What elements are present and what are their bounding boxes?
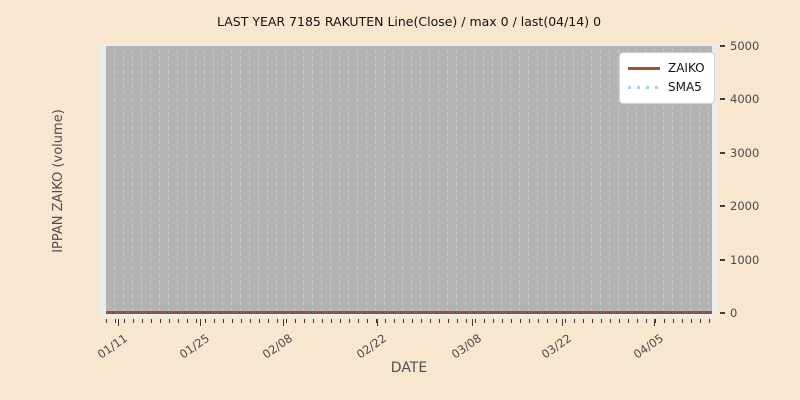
- legend-label-zaiko: ZAIKO: [668, 61, 705, 75]
- zaiko-series-line: [106, 311, 712, 314]
- y-tick-mark: [720, 45, 725, 47]
- x-major-tick: [472, 319, 473, 326]
- y-tick-label: 1000: [730, 252, 760, 267]
- plot-area: [106, 46, 712, 314]
- x-major-tick: [562, 319, 563, 326]
- x-major-tick: [377, 319, 378, 326]
- x-axis: 01/11 01/25 02/08 02/22 03/08 03/22 04/05: [95, 318, 718, 388]
- legend: ZAIKO SMA5: [619, 52, 715, 104]
- x-major-tick: [118, 319, 119, 326]
- sma5-line-swatch: [628, 86, 660, 89]
- y-tick-label: 0: [730, 306, 738, 320]
- x-major-tick: [654, 319, 655, 326]
- y-tick-mark: [720, 258, 725, 261]
- x-minor-ticks: [106, 319, 712, 323]
- x-axis-label: DATE: [390, 360, 428, 376]
- chart-title: LAST YEAR 7185 RAKUTEN Line(Close) / max…: [216, 14, 602, 29]
- y-tick-label: 5000: [730, 39, 760, 53]
- y-tick-mark: [720, 312, 725, 314]
- y-tick-label: 4000: [730, 92, 760, 107]
- y-tick-mark: [720, 151, 725, 154]
- zaiko-line-swatch: [628, 67, 660, 70]
- x-major-tick: [200, 319, 201, 326]
- y-tick-mark: [720, 205, 725, 208]
- legend-label-sma5: SMA5: [668, 80, 702, 94]
- y-axis: 0 1000 2000 3000 4000 5000: [718, 39, 798, 320]
- legend-item-sma5: SMA5: [628, 78, 706, 97]
- y-axis-label: IPPAN ZAIKO (volume): [51, 109, 66, 253]
- legend-item-zaiko: ZAIKO: [628, 59, 706, 78]
- x-major-tick: [283, 319, 284, 326]
- y-tick-label: 3000: [730, 145, 760, 160]
- y-tick-mark: [720, 98, 725, 101]
- y-tick-label: 2000: [730, 199, 760, 214]
- plot-axes: [100, 44, 718, 318]
